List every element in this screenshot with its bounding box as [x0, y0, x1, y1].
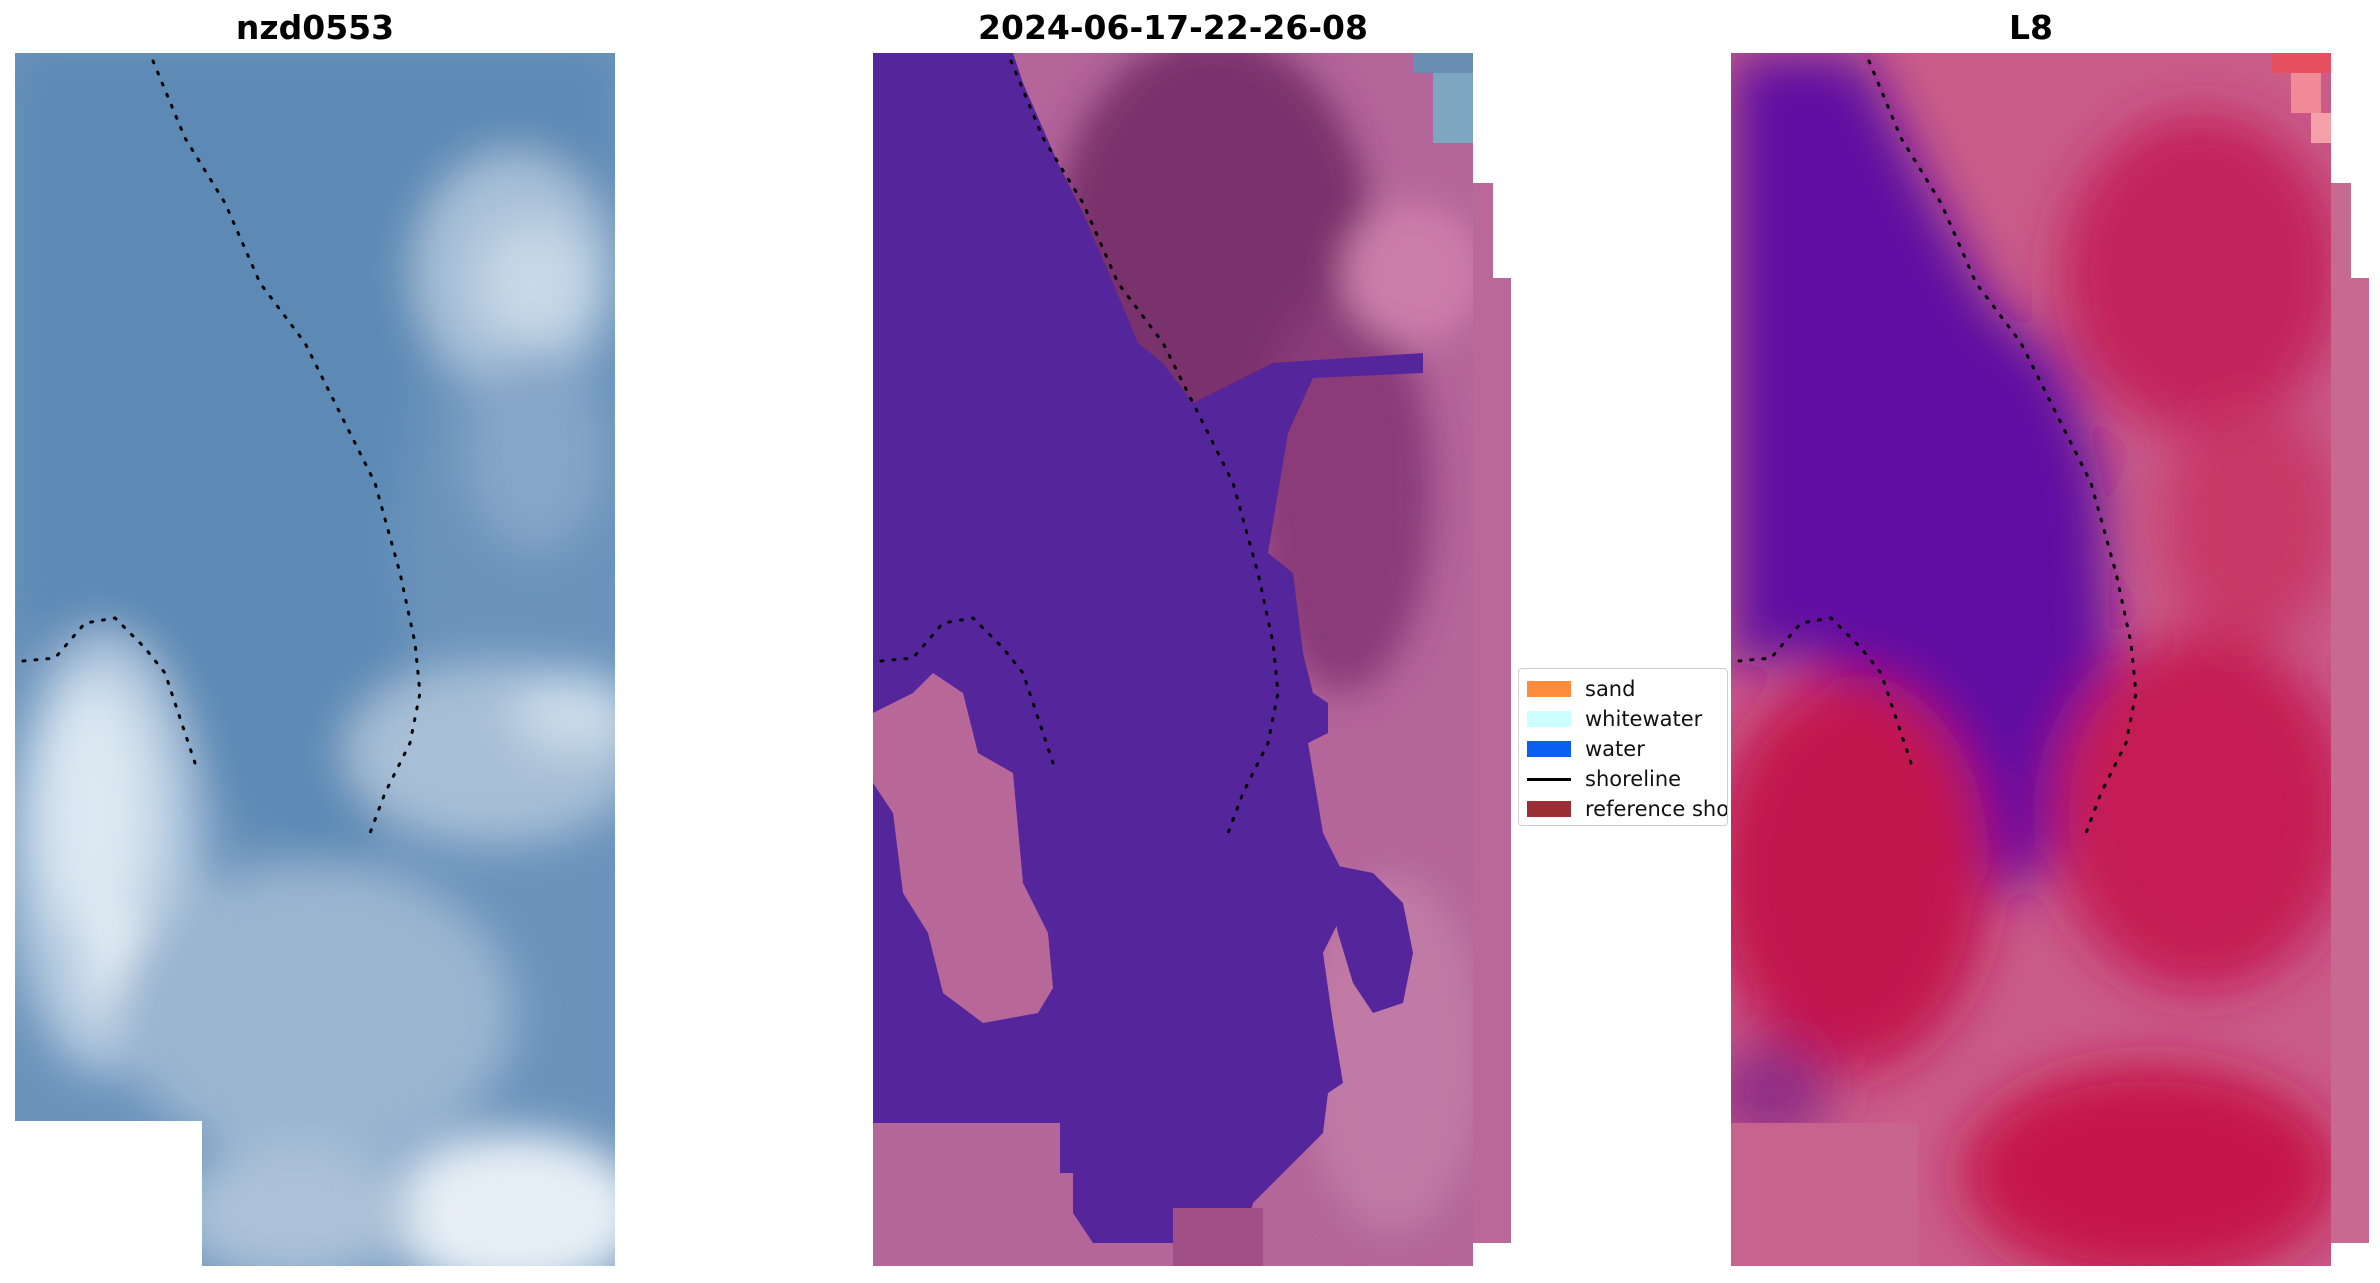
- reference-shoreline-swatch: [1527, 801, 1571, 817]
- legend-item-shoreline: shoreline: [1527, 764, 1681, 794]
- panel-title-index: L8: [2009, 8, 2053, 47]
- legend-item-sand: sand: [1527, 674, 1635, 704]
- rgb-image-panel: [15, 53, 615, 1266]
- rgb-satellite-image: [15, 53, 615, 1266]
- sand-swatch: [1527, 681, 1571, 697]
- water-swatch: [1527, 741, 1571, 757]
- panel-title-classification: 2024-06-17-22-26-08: [978, 8, 1368, 47]
- legend-item-water: water: [1527, 734, 1645, 764]
- legend-label: shoreline: [1585, 767, 1682, 791]
- index-image: [1731, 53, 2369, 1266]
- classification-image: [873, 53, 1511, 1266]
- shoreline-line: [1527, 777, 1571, 781]
- panel-title-rgb: nzd0553: [235, 8, 395, 47]
- index-panel: [1731, 53, 2369, 1266]
- classification-panel: [873, 53, 1511, 1266]
- legend-label: whitewater: [1585, 707, 1703, 731]
- legend-item-whitewater: whitewater: [1527, 704, 1702, 734]
- whitewater-swatch: [1527, 711, 1571, 727]
- legend-label: sand: [1585, 677, 1636, 701]
- legend-label: reference sho: [1585, 797, 1728, 821]
- legend-item-reference-shoreline: reference sho: [1527, 794, 1728, 824]
- legend: sand whitewater water shoreline referenc…: [1518, 668, 1728, 826]
- legend-label: water: [1585, 737, 1645, 761]
